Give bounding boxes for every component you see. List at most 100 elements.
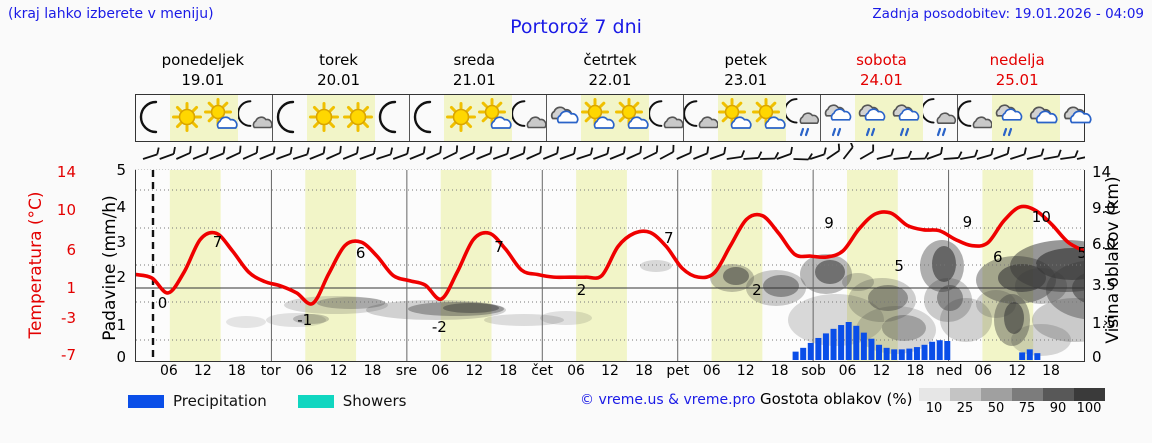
x-tick-label: 12: [872, 363, 891, 379]
showers-swatch: [297, 394, 334, 408]
temperature-point-label: 6: [993, 248, 1003, 266]
sun-cloud-icon: [204, 98, 238, 129]
temperature-point-label: 5: [894, 257, 904, 275]
moon-cloud-icon: [238, 100, 272, 129]
moon-cloud-rain-icon: [786, 98, 820, 137]
cloud-density-value: 90: [1049, 401, 1067, 416]
day-date: 19.01: [181, 71, 225, 89]
precipitation-tick: 2: [116, 268, 126, 286]
weather-icon-cell: [238, 95, 272, 141]
weather-icon-cell: [375, 95, 409, 141]
day-header-ponedeljek: ponedeljek 19.01: [135, 50, 271, 92]
cloud-density-scale: 10 25 50 75 90 100: [918, 388, 1105, 416]
cloud-density-swatch: [949, 388, 981, 401]
temperature-tick: 6: [66, 241, 76, 259]
cloud-height-tick: 1.5: [1092, 314, 1116, 332]
icon-day-ponedeljek: [136, 95, 273, 141]
day-date: 23.01: [724, 71, 768, 89]
page-title: Portorož 7 dni: [510, 16, 642, 38]
cloud-density-values: 10 25 50 75 90 100: [919, 401, 1105, 416]
icon-day-sreda: [410, 95, 547, 141]
x-tick-label: 06: [702, 363, 721, 379]
x-tick-label: 06: [974, 363, 993, 379]
x-tick-label: 18: [363, 363, 382, 379]
weather-icon-cell: [307, 95, 341, 141]
sun-icon: [343, 102, 373, 132]
day-header-četrtek: četrtek 22.01: [542, 50, 678, 92]
temperature-tick: 14: [56, 163, 76, 181]
cloud-height-tick: 6.0: [1092, 235, 1116, 253]
x-tick-label: sre: [395, 363, 418, 379]
cloud-density-value: 75: [1018, 401, 1036, 416]
x-tick-label: 18: [1042, 363, 1060, 379]
weather-icon-cell: [821, 95, 855, 141]
x-tick-label: 18: [770, 363, 789, 379]
day-header-row: ponedeljek 19.01 torek 20.01 sreda 21.01 četrt…: [135, 50, 1085, 92]
sun-cloud-icon: [718, 98, 752, 129]
cloud-density-swatch: [1011, 388, 1043, 401]
temperature-point-label: 7: [494, 238, 504, 256]
weather-icon-cell: [204, 95, 238, 141]
precipitation-tick: 3: [116, 233, 126, 251]
cloud-density-swatches: [918, 388, 1105, 401]
icon-day-petek: [684, 95, 821, 141]
day-name: nedelja: [989, 51, 1045, 69]
cloud-icon: [550, 106, 579, 124]
day-header-petek: petek 23.01: [678, 50, 814, 92]
last-update-label: Zadnja posodobitev: 19.01.2026 - 04:09: [872, 6, 1144, 22]
x-tick-label: 12: [193, 363, 212, 379]
cloud-density-swatch: [1073, 388, 1105, 401]
cloud-density-swatch: [1042, 388, 1074, 401]
temperature-point-label: 2: [577, 281, 587, 299]
x-tick-label: ned: [936, 363, 963, 379]
icon-day-sobota: [821, 95, 958, 141]
moon-icon: [139, 100, 158, 134]
weather-icon-strip: [135, 94, 1092, 142]
temperature-point-label: 7: [664, 229, 674, 247]
copyright-link[interactable]: © vreme.us & vreme.pro: [580, 392, 756, 408]
plot-canvas: 0 7 -1 6 -2 7 2 7 2 9 5 9 6 10 5: [136, 170, 1084, 361]
cloud-height-tick: 0: [1092, 348, 1102, 366]
icon-day-nedelja: [958, 95, 1094, 141]
precipitation-swatch: [128, 394, 164, 408]
cloud-density-legend: Gostota oblakov (%) 10 25 50 75 90 100: [760, 388, 1105, 416]
cloud-density-legend-title: Gostota oblakov (%): [760, 390, 913, 408]
day-name: sreda: [453, 51, 496, 69]
temperature-tick: 1: [66, 279, 76, 297]
x-tick-label: 18: [499, 363, 518, 379]
x-tick-label: 18: [227, 363, 246, 379]
weather-icon-cell: [410, 95, 444, 141]
series-legend: Precipitation Showers: [128, 390, 406, 412]
cloud-rain-icon: [892, 104, 920, 137]
weather-icon-cell: [684, 95, 718, 141]
weather-icon-cell: [889, 95, 923, 141]
x-tick-label: 12: [601, 363, 619, 379]
day-date: 20.01: [317, 71, 361, 89]
day-header-nedelja: nedelja 25.01: [949, 50, 1085, 92]
weather-icon-cell: [992, 95, 1026, 141]
showers-legend-label: Showers: [342, 392, 407, 410]
day-date: 25.01: [995, 71, 1039, 89]
weather-icon-cell: [786, 95, 820, 141]
day-name: četrtek: [583, 51, 637, 69]
day-name: ponedeljek: [161, 51, 245, 69]
moon-cloud-icon: [958, 100, 992, 129]
day-date: 21.01: [452, 71, 496, 89]
day-date: 24.01: [859, 71, 903, 89]
x-tick-label: 12: [736, 363, 755, 379]
day-header-torek: torek 20.01: [271, 50, 407, 92]
day-name: petek: [724, 51, 767, 69]
weather-icon-cell: [615, 95, 649, 141]
cloud-icon: [1029, 106, 1058, 124]
icon-day-torek: [273, 95, 410, 141]
temperature-point-label: 10: [1032, 208, 1051, 226]
x-tick-label: 18: [906, 363, 925, 379]
temperature-point-label: 9: [824, 214, 834, 232]
precipitation-tick: 5: [116, 161, 126, 179]
temperature-tick: -7: [61, 346, 76, 364]
cloud-density-swatch: [918, 388, 950, 401]
x-tick-label: 12: [329, 363, 348, 379]
forecast-plot: 0 7 -1 6 -2 7 2 7 2 9 5 9 6 10 5: [135, 170, 1085, 362]
moon-cloud-icon: [649, 100, 683, 129]
weather-icon-cell: [170, 95, 204, 141]
